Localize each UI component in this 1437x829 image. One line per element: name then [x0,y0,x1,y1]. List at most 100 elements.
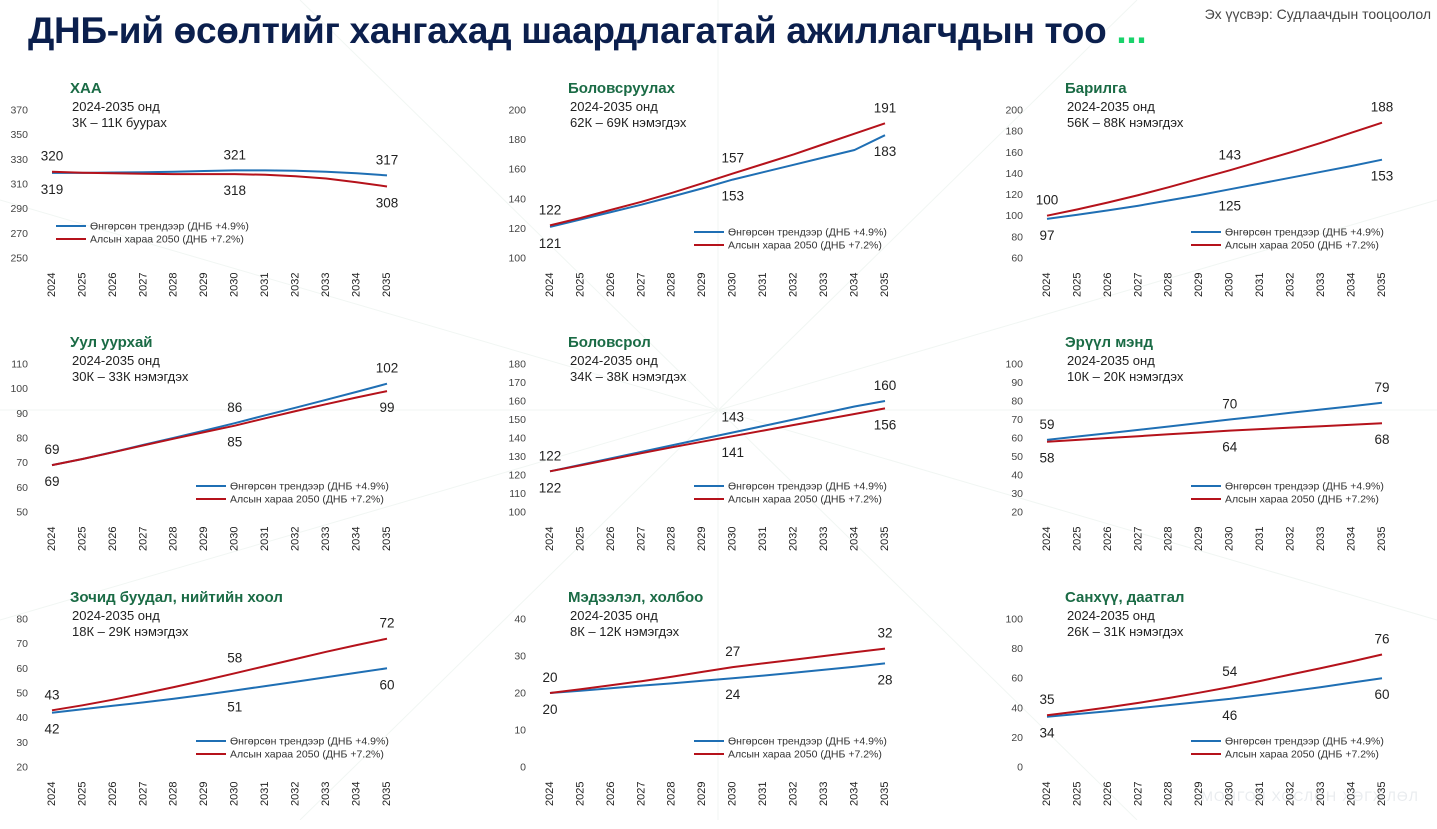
legend-label-vision: Алсын хараа 2050 (ДНБ +7.2%) [230,494,384,506]
data-label-vision: 156 [874,417,897,432]
x-tick-label: 2031 [259,782,271,806]
x-tick-label: 2034 [1345,273,1357,297]
x-tick-label: 2025 [1071,527,1083,551]
chart-subtitle-change: 18К – 29К нэмэгдэх [72,624,189,639]
chart-panel-3: 60 80 100 120 140 160 180 200 2024 2025 2026 2027 20… [1005,80,1437,320]
chart-panel-7: 20 30 40 50 60 70 80 2024 2025 2026 2027 2028 2029 20… [10,589,450,829]
y-tick-label: 70 [16,638,28,650]
x-tick-label: 2034 [848,273,860,297]
x-tick-label: 2025 [1071,273,1083,297]
x-tick-label: 2034 [1345,782,1357,806]
data-label-trend: 28 [877,672,892,687]
y-tick-label: 180 [508,359,526,371]
chart-subtitle: 2024-2035 онд 26К – 31К нэмэгдэх [1067,608,1183,640]
y-tick-label: 0 [520,762,526,774]
y-tick-label: 180 [508,134,526,146]
data-label-trend: 125 [1218,198,1241,213]
data-label-trend: 97 [1039,228,1054,243]
data-label-trend: 160 [874,378,897,393]
line-chart: 60 80 100 120 140 160 180 200 2024 2025 2026 2027 20… [1005,100,1394,297]
data-label-trend: 24 [725,687,741,702]
chart-subtitle-period: 2024-2035 онд [72,608,160,623]
y-tick-label: 120 [508,470,526,482]
legend-label-trend: Өнгөрсөн трендээр (ДНБ +4.9%) [1225,481,1384,493]
x-tick-label: 2032 [290,273,302,297]
line-chart: 0 20 40 60 80 100 2024 2025 2026 2027 2028 2029 2030… [1005,614,1389,807]
chart-subtitle: 2024-2035 онд 8К – 12К нэмэгдэх [570,608,679,640]
chart-panel-5: 100 110 120 130 140 150 160 170 180 2024 2025 2026 2… [508,334,948,574]
chart-panel-9: 0 20 40 60 80 100 2024 2025 2026 2027 2028 2029 2030… [1005,589,1437,829]
y-tick-label: 140 [508,193,526,205]
legend-label-trend: Өнгөрсөн трендээр (ДНБ +4.9%) [728,227,887,239]
x-tick-label: 2030 [1224,527,1236,551]
y-tick-label: 50 [16,688,28,700]
x-tick-label: 2024 [46,273,58,297]
page-title-text: ДНБ-ий өсөлтийг хангахад шаардлагатай аж… [28,10,1107,51]
x-tick-label: 2025 [574,273,586,297]
y-tick-label: 140 [1005,168,1023,180]
chart-legend: Өнгөрсөн трендээр (ДНБ +4.9%)Алсын хараа… [694,736,887,761]
y-tick-label: 60 [1011,673,1023,685]
data-label-vision: 157 [721,151,744,166]
x-tick-label: 2035 [879,273,891,297]
data-label-trend: 46 [1222,708,1237,723]
data-label-vision: 143 [1218,147,1241,162]
x-tick-label: 2031 [259,273,271,297]
y-tick-label: 310 [10,179,28,191]
data-label-vision: 64 [1222,440,1238,455]
y-tick-label: 140 [508,433,526,445]
y-tick-label: 100 [10,383,28,395]
data-label-vision: 35 [1039,692,1054,707]
x-tick-label: 2033 [818,527,830,551]
y-tick-label: 130 [508,451,526,463]
y-tick-label: 40 [514,614,526,626]
x-tick-label: 2029 [198,527,210,551]
data-label-vision: 188 [1371,100,1394,115]
chart-legend: Өнгөрсөн трендээр (ДНБ +4.9%)Алсын хараа… [694,481,887,506]
y-tick-label: 120 [508,223,526,235]
line-chart: 100 120 140 160 180 200 2024 2025 2026 2027 2028 20… [508,100,897,297]
data-label-trend: 183 [874,144,897,159]
y-tick-label: 110 [509,488,526,500]
y-tick-label: 120 [1005,189,1023,201]
x-tick-label: 2035 [1376,273,1388,297]
x-tick-label: 2035 [879,527,891,551]
y-tick-label: 60 [1011,253,1023,265]
x-tick-label: 2035 [1376,782,1388,806]
x-tick-label: 2033 [818,273,830,297]
x-tick-label: 2028 [666,782,678,806]
data-label-vision: 122 [539,202,562,217]
chart-subtitle: 2024-2035 онд 3К – 11К буурах [72,99,167,131]
line-chart: 50 60 70 80 90 100 110 2024 2025 2026 2027 2028 2029… [10,359,398,552]
chart-title: Санхүү, даатгал [1065,589,1185,606]
y-tick-label: 160 [508,396,526,408]
chart-subtitle-period: 2024-2035 онд [570,353,658,368]
y-tick-label: 80 [1011,231,1023,243]
x-tick-label: 2026 [107,527,119,551]
data-label-trend: 60 [379,677,394,692]
y-tick-label: 200 [508,105,526,117]
x-tick-label: 2034 [848,782,860,806]
y-tick-label: 330 [10,154,28,166]
x-tick-label: 2026 [1102,273,1114,297]
data-label-trend: 317 [376,152,399,167]
x-tick-label: 2030 [1224,273,1236,297]
y-tick-label: 30 [16,737,28,749]
chart-subtitle-period: 2024-2035 онд [570,608,658,623]
chart-subtitle: 2024-2035 онд 30К – 33К нэмэгдэх [72,353,188,385]
x-tick-label: 2028 [666,527,678,551]
legend-label-vision: Алсын хараа 2050 (ДНБ +7.2%) [728,749,882,761]
data-label-trend: 69 [44,442,59,457]
y-tick-label: 150 [508,414,526,426]
chart-legend: Өнгөрсөн трендээр (ДНБ +4.9%)Алсын хараа… [1191,736,1384,761]
y-tick-label: 50 [16,507,28,519]
data-label-vision: 68 [1374,432,1389,447]
chart-subtitle-period: 2024-2035 онд [72,353,160,368]
x-tick-label: 2028 [168,273,180,297]
y-tick-label: 50 [1011,451,1023,463]
y-tick-label: 290 [10,203,28,215]
x-tick-label: 2024 [46,527,58,551]
chart-subtitle: 2024-2035 онд 62К – 69К нэмэгдэх [570,99,686,131]
chart-panel-4: 50 60 70 80 90 100 110 2024 2025 2026 2027 2028 2029… [10,334,450,574]
